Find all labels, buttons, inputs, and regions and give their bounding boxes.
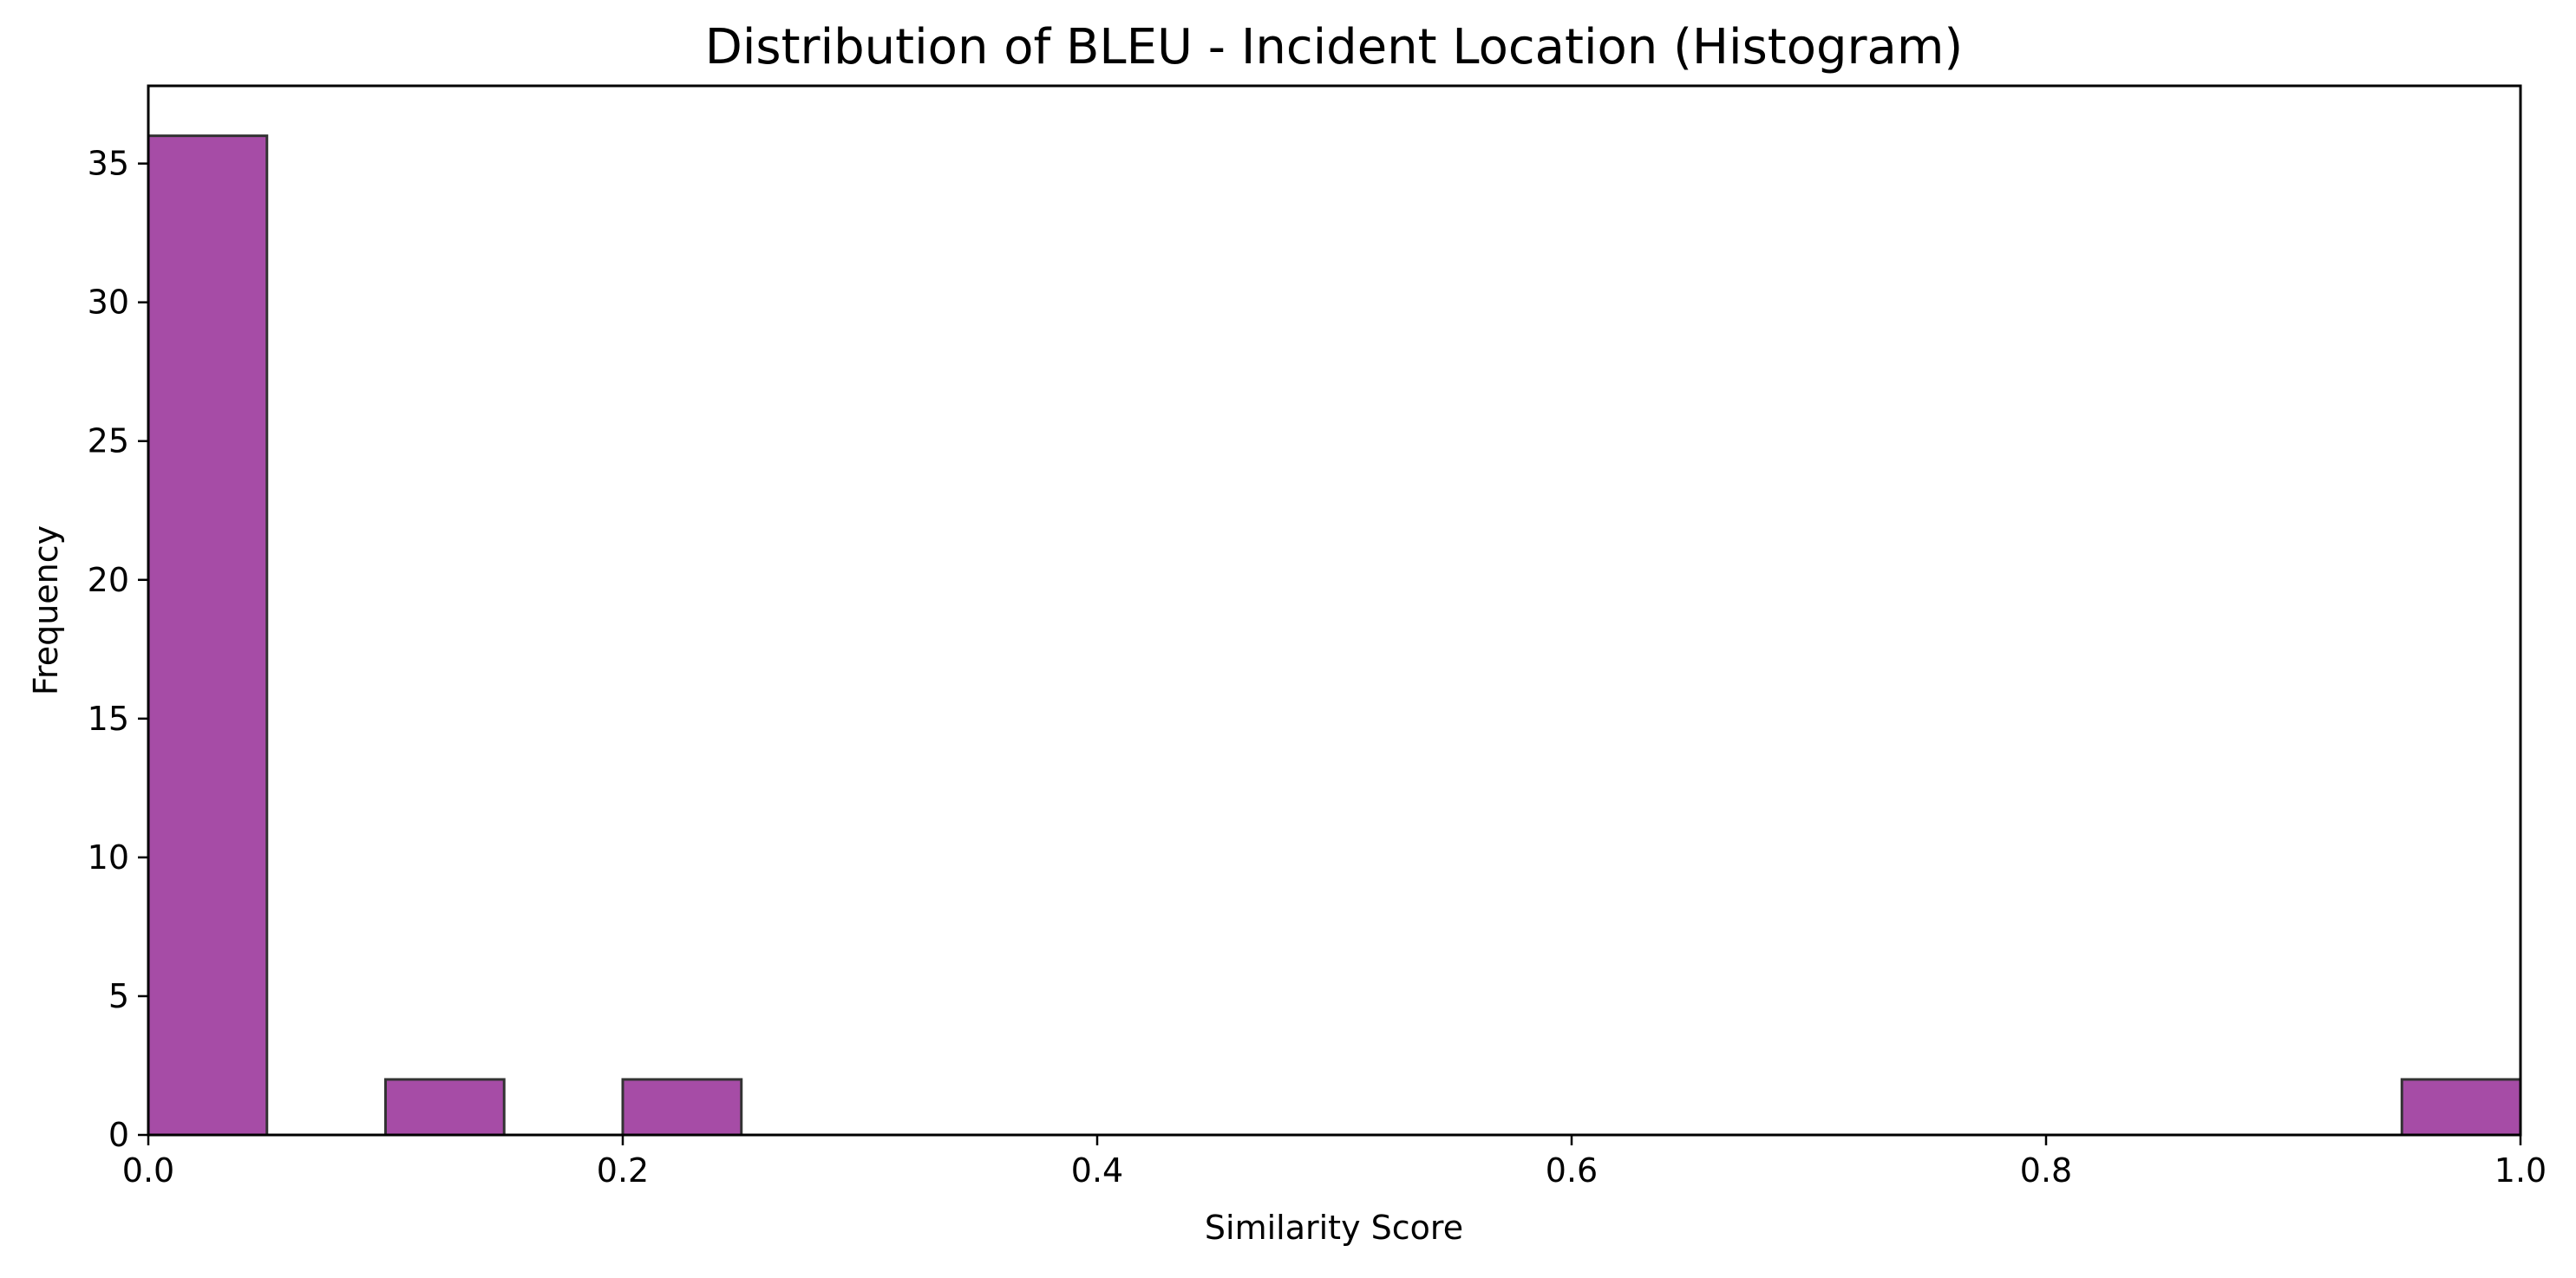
x-tick-label-5: 1.0	[2494, 1151, 2547, 1190]
x-tick-label-2: 0.4	[1071, 1151, 1123, 1190]
bars-layer	[147, 134, 2522, 1137]
y-axis-label: Frequency	[27, 525, 65, 695]
x-tick-label-4: 0.8	[2020, 1151, 2072, 1190]
x-tick-label-3: 0.6	[1546, 1151, 1598, 1190]
histogram-bar-2	[384, 1078, 506, 1137]
y-tick-label-3: 15	[88, 700, 129, 738]
y-tick-label-1: 5	[108, 977, 129, 1015]
chart-title: Distribution of BLEU - Incident Location…	[705, 19, 1964, 75]
y-tick-label-2: 10	[88, 838, 129, 877]
x-axis: 0.0 0.2 0.4 0.6 0.8 1.0	[122, 1135, 2547, 1190]
x-tick-label-1: 0.2	[597, 1151, 649, 1190]
x-tick-label-0: 0.0	[122, 1151, 174, 1190]
y-tick-label-0: 0	[108, 1116, 129, 1154]
y-tick-label-7: 35	[88, 145, 129, 183]
histogram-bar-0	[147, 134, 269, 1137]
histogram-bar-4	[621, 1078, 743, 1137]
y-tick-label-5: 25	[88, 422, 129, 460]
y-tick-label-6: 30	[88, 284, 129, 322]
y-tick-label-4: 20	[88, 561, 129, 599]
histogram-bar-19	[2400, 1078, 2522, 1137]
x-axis-label: Similarity Score	[1205, 1209, 1463, 1247]
plot-frame	[147, 84, 2522, 1137]
y-axis: 0 5 10 15 20 25 30 35	[88, 145, 148, 1154]
